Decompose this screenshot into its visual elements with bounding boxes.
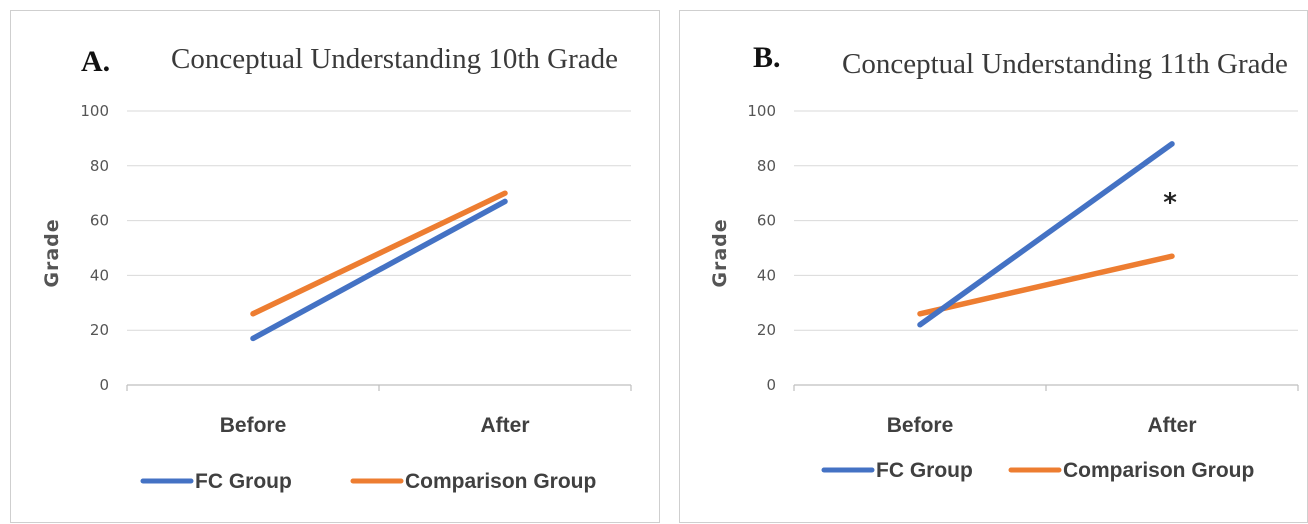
chart-a-y-tick-label: 20 (90, 321, 109, 339)
chart-b-svg: B. Conceptual Understanding 11th Grade 0 20… (709, 41, 1299, 482)
chart-a-y-tick-label: 40 (90, 266, 109, 284)
chart-b-y-tick-label: 40 (757, 266, 776, 284)
chart-b-panel-letter: B. (753, 41, 781, 74)
chart-b-y-tick-label: 20 (757, 321, 776, 339)
chart-b-series-line-comparison-group (917, 253, 1175, 317)
chart-b-title: Conceptual Understanding 11th Grade (842, 48, 1288, 80)
chart-a-y-tick-label: 60 (90, 212, 109, 230)
chart-b-significance-marker: * (1163, 188, 1177, 218)
chart-a-panel-letter: A. (81, 45, 110, 78)
chart-a-svg: A. Conceptual Understanding 10th Grade 0 20… (41, 43, 632, 493)
chart-b-category-label: After (1147, 414, 1196, 437)
chart-panel-a: A. Conceptual Understanding 10th Grade 0 20… (10, 10, 660, 523)
chart-a-legend-label-comparison-group: Comparison Group (405, 470, 596, 493)
chart-b-y-tick-label: 0 (766, 376, 776, 394)
chart-a-y-tick-label: 100 (80, 102, 109, 120)
chart-b-y-tick-label: 60 (757, 212, 776, 230)
chart-b-y-tick-label: 80 (757, 157, 776, 175)
chart-a-y-tick-label: 0 (99, 376, 109, 394)
chart-a-y-axis-label: Grade (41, 218, 63, 287)
chart-b-series-line-fc-group (917, 141, 1175, 328)
chart-a-category-label: Before (220, 414, 287, 437)
chart-b-legend-label-comparison-group: Comparison Group (1063, 459, 1254, 482)
chart-panel-b: B. Conceptual Understanding 11th Grade 0 20… (679, 10, 1308, 523)
chart-a-y-tick-label: 80 (90, 157, 109, 175)
chart-a-series-line-fc-group (250, 198, 508, 342)
chart-a-category-label: After (480, 414, 529, 437)
chart-b-legend-label-fc-group: FC Group (876, 459, 973, 482)
chart-b-y-tick-label: 100 (747, 102, 776, 120)
chart-b-y-axis-label: Grade (709, 218, 731, 287)
chart-b-category-label: Before (887, 414, 954, 437)
chart-a-legend-label-fc-group: FC Group (195, 470, 292, 493)
chart-a-title: Conceptual Understanding 10th Grade (171, 43, 618, 75)
chart-a-series-line-comparison-group (250, 190, 508, 317)
